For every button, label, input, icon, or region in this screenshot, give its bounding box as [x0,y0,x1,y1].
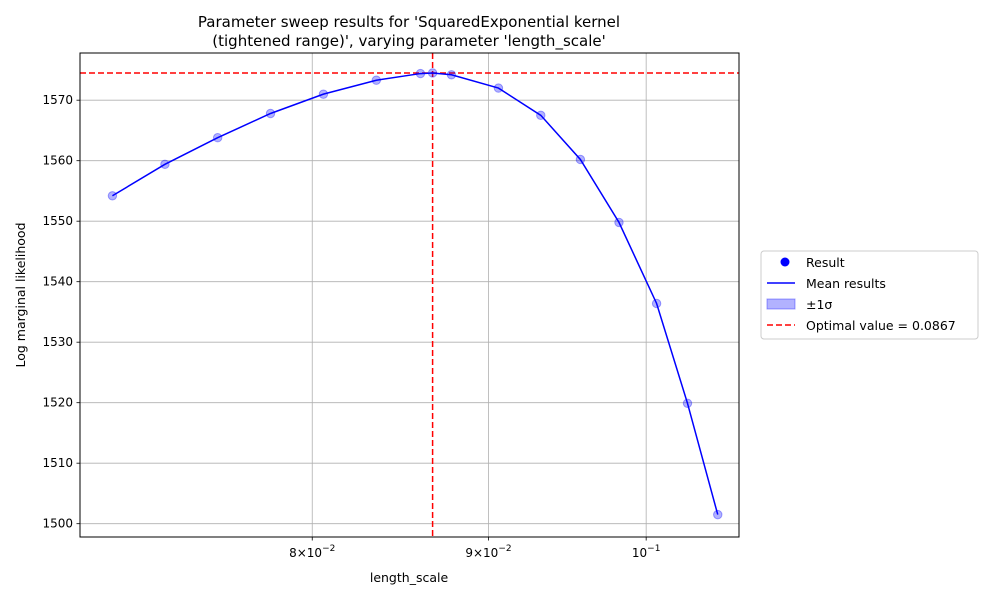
legend-band-label: ±1σ [806,297,832,312]
grid [80,53,739,537]
x-tick-label-exponent: −2 [498,544,511,554]
y-tick-label: 1540 [42,275,73,289]
x-tick-label-base: 10 [632,546,647,560]
axes-frame [79,52,740,538]
result-point [536,110,546,121]
plot-area [107,68,723,520]
reference-lines [80,53,739,537]
legend-result-marker [780,257,790,267]
result-point [212,133,223,143]
result-point [682,398,693,408]
result-point [651,298,662,309]
legend-optimal-label: Optimal value = 0.0867 [806,318,956,333]
result-point [265,108,276,119]
y-axis-label: Log marginal likelihood [13,222,28,367]
chart-title-line-1: Parameter sweep results for 'SquaredExpo… [198,13,620,31]
result-point [713,509,723,520]
result-point [107,191,118,201]
legend-result-label: Result [806,255,845,270]
x-tick-label: 9×10−2 [465,544,511,560]
y-tick-label: 1560 [42,154,73,168]
x-tick-label-exponent: −2 [322,544,335,554]
y-tick-label: 1550 [42,214,73,228]
legend-mean-label: Mean results [806,276,886,291]
result-point [614,217,624,228]
x-tick-label-base: 8×10 [289,546,322,560]
result-point [427,68,438,78]
result-point [318,89,329,99]
y-tick-label: 1570 [42,93,73,107]
result-point [415,68,426,79]
result-point [493,83,504,93]
legend: Result Mean results ±1σ Optimal value = … [760,250,979,340]
y-tick-label: 1500 [42,517,73,531]
y-tick-label: 1520 [42,396,73,410]
legend-box [760,250,979,340]
x-axis-label: length_scale [370,570,449,585]
x-tick-label-base: 9×10 [465,546,498,560]
x-tick-label: 8×10−2 [289,544,335,560]
result-point [371,75,382,85]
y-tick-label: 1510 [42,456,73,470]
legend-band-swatch [766,298,796,310]
x-tick-label: 10−1 [632,544,661,560]
result-point [160,159,170,170]
mean-results-line [112,72,719,515]
result-point [575,154,586,165]
chart-title-line-2: (tightened range)', varying parameter 'l… [212,32,605,51]
x-tick-label-exponent: −1 [647,544,660,554]
y-tick-label: 1530 [42,335,73,349]
result-point [446,70,457,80]
